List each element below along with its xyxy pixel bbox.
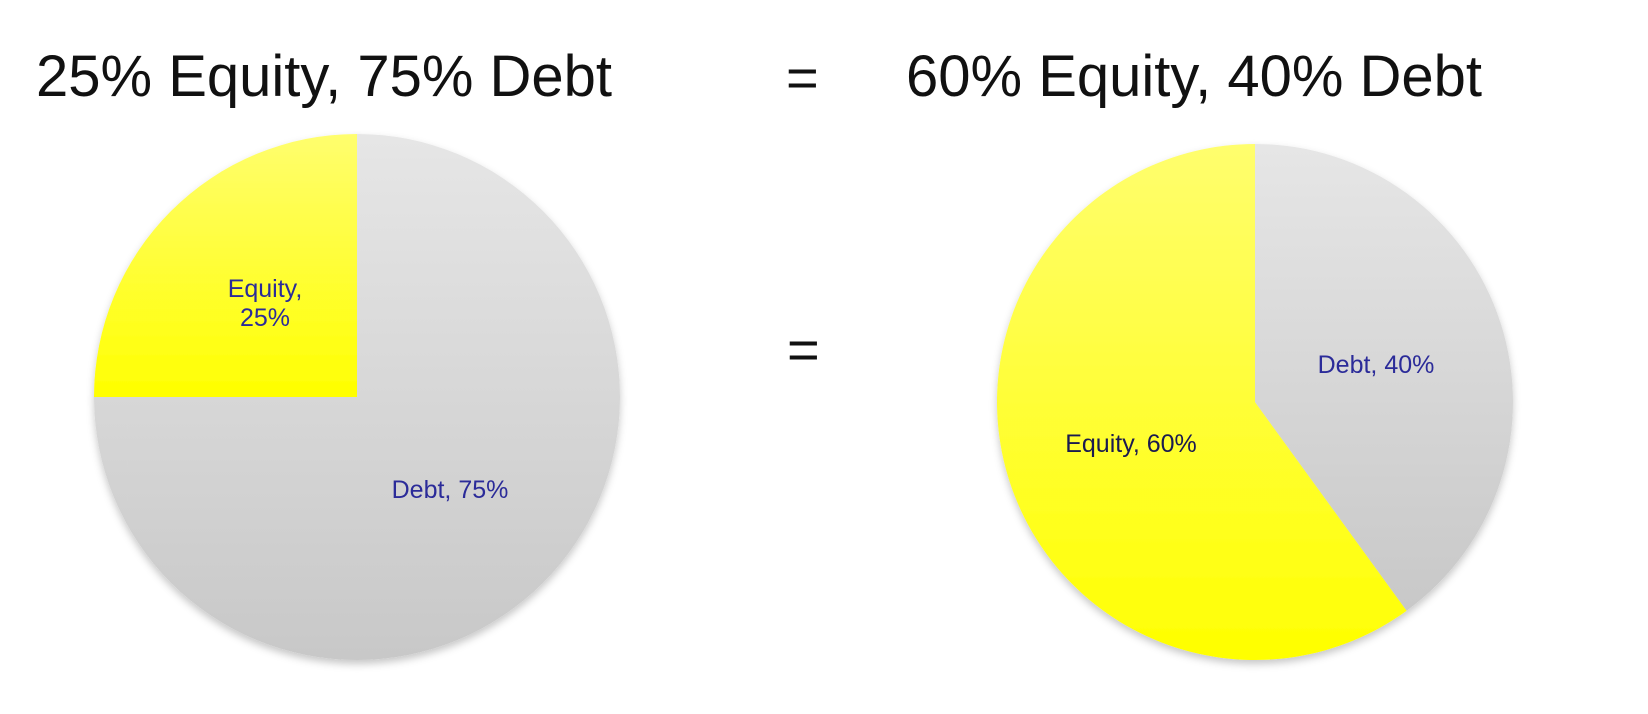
right-slice-debt (1255, 144, 1513, 611)
right-slice-equity (996, 144, 1407, 661)
right-chart-title: 60% Equity, 40% Debt (906, 44, 1483, 109)
equals-sign-middle: = (787, 318, 820, 381)
right-label-equity: Equity, 60% (1065, 430, 1197, 458)
left-slice-equity (94, 134, 357, 397)
right-label-debt: Debt, 40% (1318, 351, 1435, 379)
equals-sign-top: = (786, 46, 819, 109)
left-label-equity: Equity, 25% (228, 275, 303, 332)
left-label-debt: Debt, 75% (392, 476, 509, 504)
left-slice-debt (94, 134, 620, 660)
left-chart-title: 25% Equity, 75% Debt (36, 44, 613, 109)
